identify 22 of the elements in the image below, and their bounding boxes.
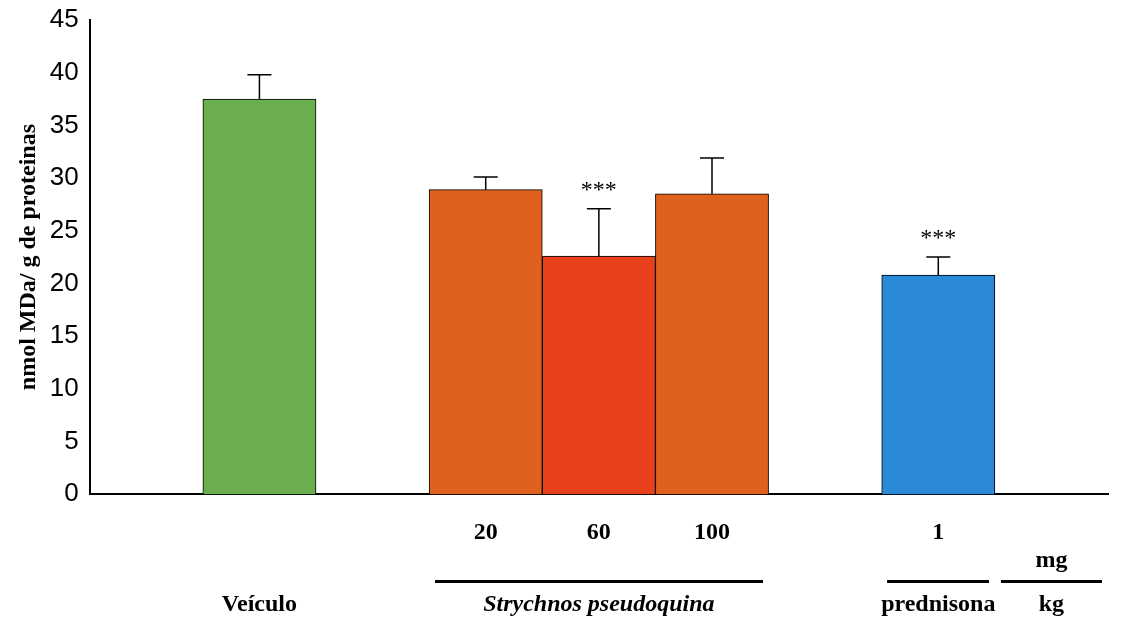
y-tick-label: 35	[49, 108, 79, 139]
text: kg	[1038, 590, 1065, 617]
y-tick-label: 40	[49, 55, 79, 86]
y-tick-label: 5	[64, 424, 79, 455]
y-tick-label: 30	[49, 161, 79, 192]
y-axis-title: nmol MDa/ g de proteinas	[13, 123, 40, 391]
text: Strychnos pseudoquina	[483, 590, 715, 617]
x-tick-label: 60	[586, 517, 611, 544]
annotation: ***	[580, 175, 617, 202]
x-tick-label: 20	[473, 517, 498, 544]
text: mg	[1035, 546, 1068, 573]
text: prednisona	[881, 590, 996, 617]
annotation: ***	[920, 224, 957, 251]
y-tick-label: 20	[49, 266, 79, 297]
text: Veículo	[221, 590, 297, 617]
y-tick-label: 10	[49, 371, 79, 402]
y-tick-label: 15	[49, 319, 79, 350]
y-tick-label: 45	[49, 3, 79, 34]
x-tick-label: 100	[694, 517, 730, 544]
y-tick-label: 25	[49, 213, 79, 244]
y-tick-label: 0	[64, 477, 79, 508]
x-tick-label: 1	[932, 517, 945, 544]
